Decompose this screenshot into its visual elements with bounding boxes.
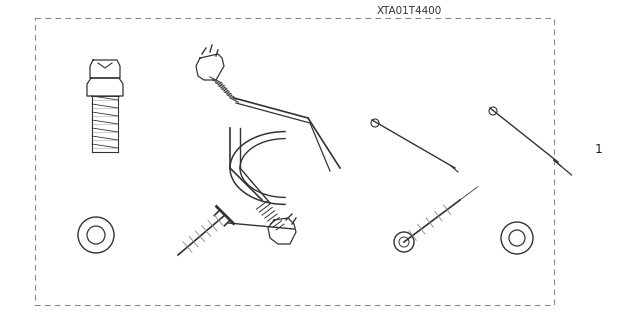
Text: XTA01T4400: XTA01T4400 [377, 6, 442, 16]
Text: 1: 1 [595, 144, 602, 156]
